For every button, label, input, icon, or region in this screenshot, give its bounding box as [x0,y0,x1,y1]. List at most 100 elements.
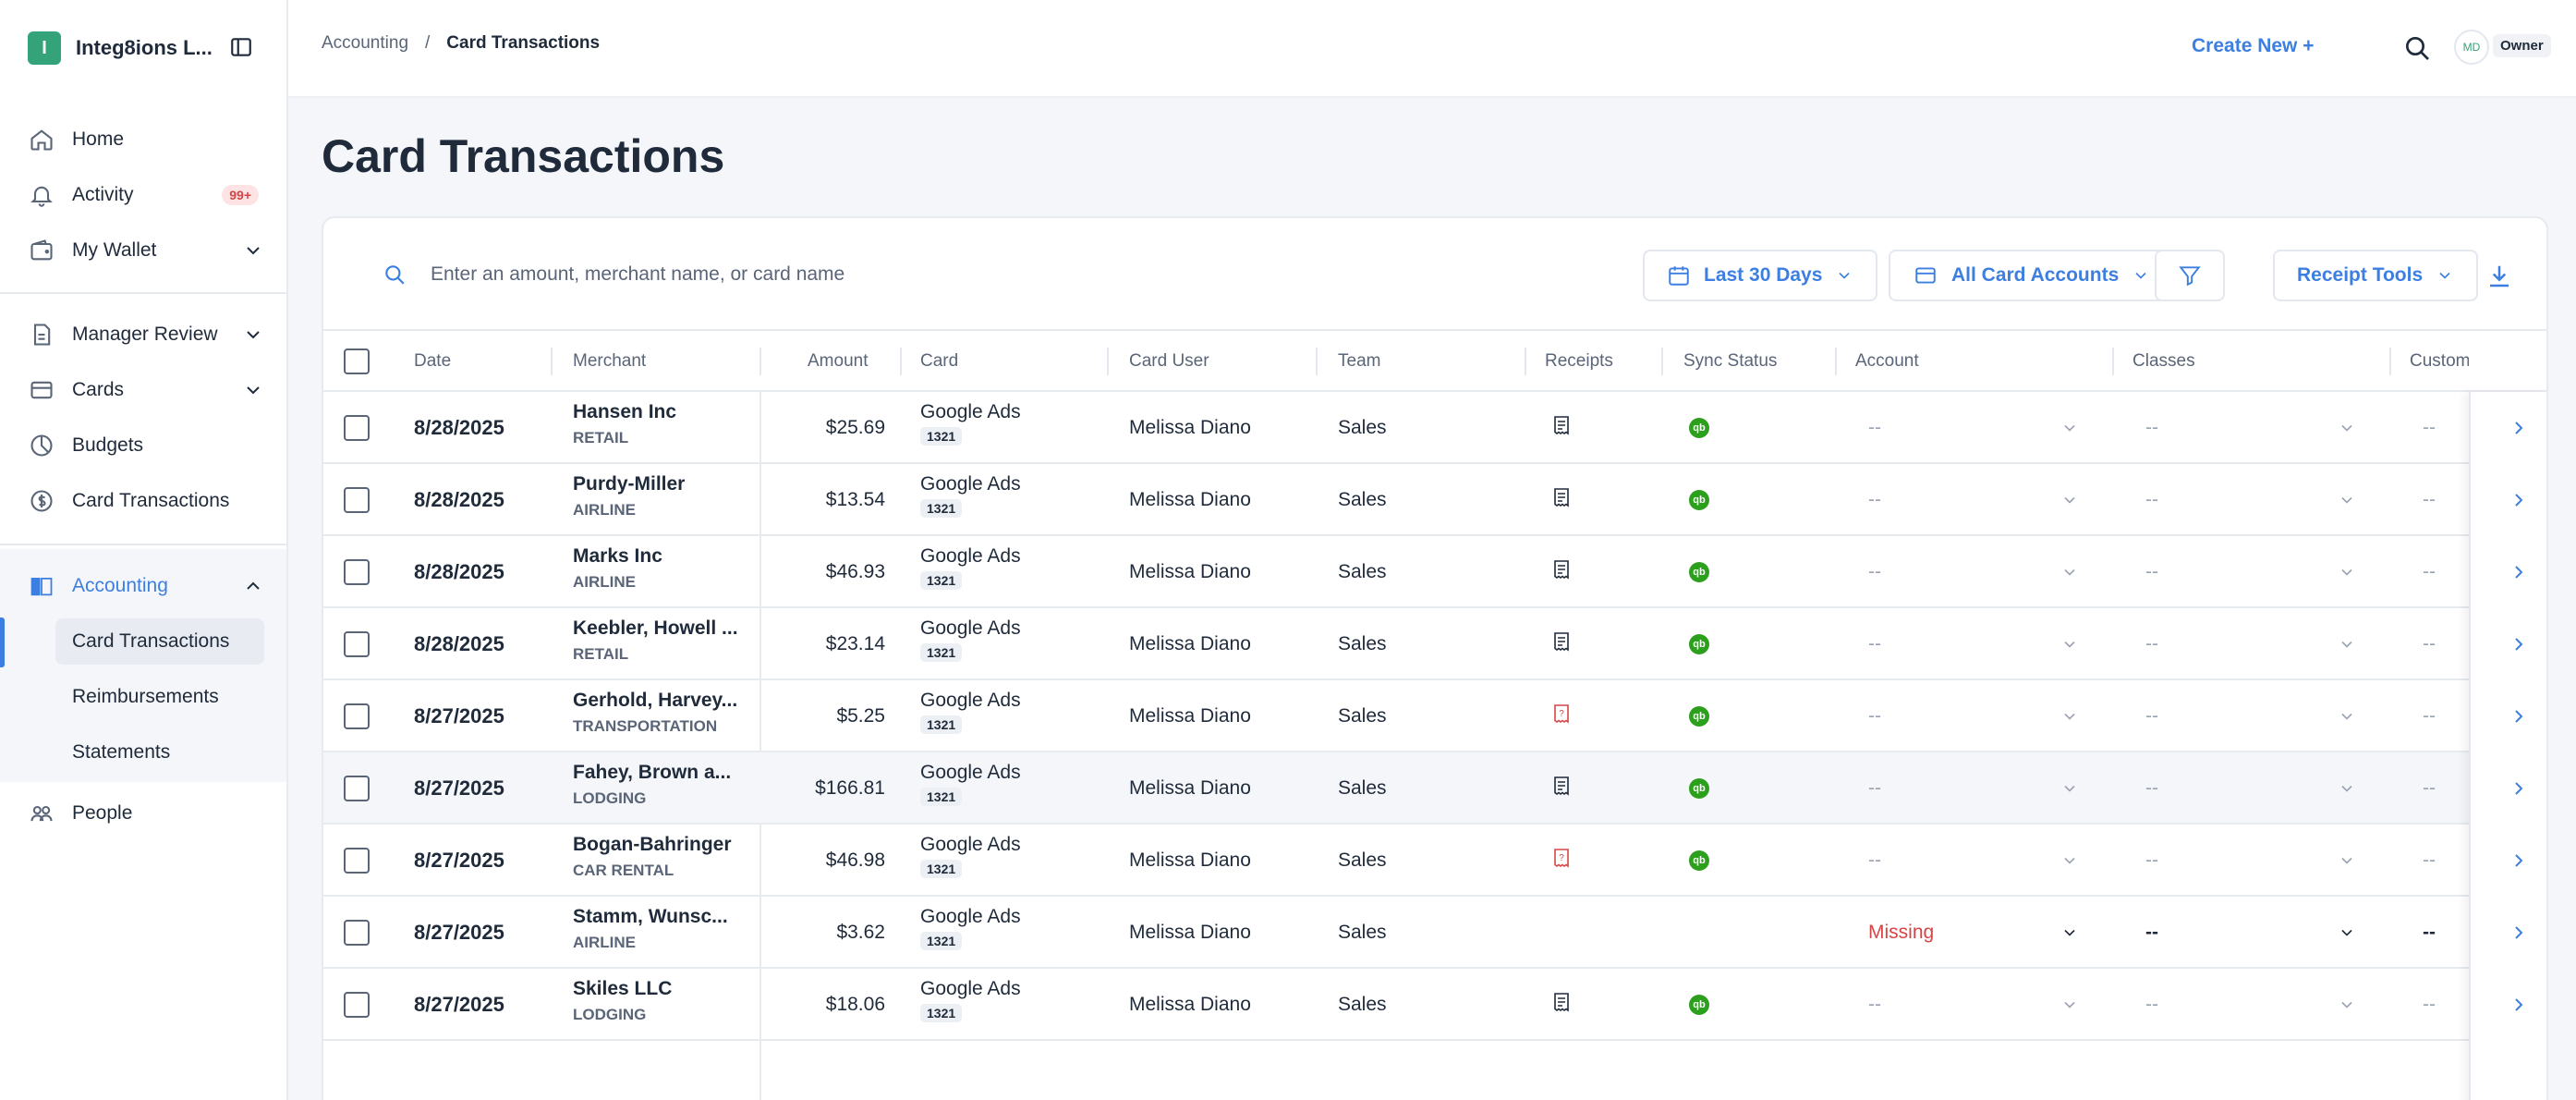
avatar[interactable]: MD [2454,30,2489,65]
sidebar-collapse-icon[interactable] [229,35,253,59]
row-custom-select[interactable]: -- [2423,849,2436,871]
table-row[interactable]: 8/28/2025 Purdy-Miller AIRLINE $13.54 Google… [323,464,2546,536]
row-account-select[interactable]: -- [1868,561,1881,582]
column-header-team[interactable]: Team [1338,351,1381,371]
date-range-filter[interactable]: Last 30 Days [1643,250,1878,301]
chevron-down-icon[interactable] [2060,752,2079,825]
chevron-down-icon[interactable] [2060,536,2079,608]
sidebar-item-my-wallet[interactable]: My Wallet [28,232,264,269]
column-header-date[interactable]: Date [414,351,452,371]
chevron-down-icon[interactable] [2338,969,2356,1041]
chevron-right-icon[interactable] [2508,417,2530,439]
chevron-right-icon[interactable] [2508,633,2530,655]
row-account-select[interactable]: -- [1868,705,1881,727]
row-account-select[interactable]: Missing [1868,922,1935,943]
missing-receipt-icon[interactable]: ? [1550,702,1573,731]
chevron-down-icon[interactable] [242,239,264,262]
search-input[interactable] [431,255,1262,294]
row-classes-select[interactable]: -- [2145,561,2158,582]
chevron-down-icon[interactable] [2338,825,2356,897]
row-checkbox[interactable] [344,703,370,729]
row-checkbox[interactable] [344,992,370,1018]
column-header-account[interactable]: Account [1855,351,1919,371]
download-icon[interactable] [2485,263,2513,290]
row-account-select[interactable]: -- [1868,417,1881,438]
select-all-checkbox[interactable] [344,348,370,374]
row-classes-select[interactable]: -- [2145,705,2158,727]
row-account-select[interactable]: -- [1868,633,1881,654]
sidebar-item-home[interactable]: Home [28,121,264,158]
row-checkbox[interactable] [344,776,370,801]
chevron-down-icon[interactable] [2338,680,2356,752]
sidebar-item-accounting[interactable]: Accounting [28,568,264,605]
sidebar-subitem-reimbursements[interactable]: Reimbursements [72,686,219,707]
column-header-sync-status[interactable]: Sync Status [1683,351,1778,371]
table-row[interactable]: 8/28/2025 Hansen Inc RETAIL $25.69 Google Ad… [323,392,2546,464]
org-switcher[interactable]: I Integ8ions L... [28,31,214,65]
column-header-card[interactable]: Card [920,351,959,371]
chevron-down-icon[interactable] [2060,897,2079,969]
row-checkbox[interactable] [344,848,370,874]
sidebar-item-people[interactable]: People [28,795,264,832]
chevron-down-icon[interactable] [2338,897,2356,969]
row-checkbox[interactable] [344,415,370,441]
chevron-right-icon[interactable] [2508,705,2530,727]
sidebar-item-cards[interactable]: Cards [28,372,264,409]
row-account-select[interactable]: -- [1868,994,1881,1015]
row-custom-select[interactable]: -- [2423,489,2436,510]
row-account-select[interactable]: -- [1868,489,1881,510]
table-row[interactable]: 8/28/2025 Marks Inc AIRLINE $46.93 Google Ad… [323,536,2546,608]
sidebar-item-manager-review[interactable]: Manager Review [28,316,264,353]
chevron-up-icon[interactable] [242,575,264,597]
chevron-down-icon[interactable] [2060,825,2079,897]
chevron-down-icon[interactable] [2060,969,2079,1041]
row-checkbox[interactable] [344,559,370,585]
chevron-down-icon[interactable] [242,324,264,346]
sidebar-subitem-statements[interactable]: Statements [72,741,171,763]
receipt-icon[interactable] [1550,990,1573,1020]
chevron-down-icon[interactable] [2338,392,2356,464]
chevron-down-icon[interactable] [2338,752,2356,825]
row-checkbox[interactable] [344,487,370,513]
receipt-icon[interactable] [1550,485,1573,515]
row-classes-select[interactable]: -- [2145,922,2158,943]
row-classes-select[interactable]: -- [2145,994,2158,1015]
row-account-select[interactable]: -- [1868,777,1881,799]
missing-receipt-icon[interactable]: ? [1550,846,1573,875]
row-custom-select[interactable]: -- [2423,777,2436,799]
row-custom-select[interactable]: -- [2423,561,2436,582]
table-row[interactable]: 8/27/2025 Bogan-Bahringer CAR RENTAL $46.98… [323,825,2546,897]
table-row[interactable]: 8/27/2025 Fahey, Brown a... LODGING $166.81… [323,752,2546,825]
chevron-right-icon[interactable] [2508,922,2530,944]
create-new-button[interactable]: Create New + [2192,35,2315,56]
column-header-custom[interactable]: Custom [2410,351,2469,371]
chevron-right-icon[interactable] [2508,849,2530,872]
row-classes-select[interactable]: -- [2145,849,2158,871]
row-classes-select[interactable]: -- [2145,633,2158,654]
chevron-down-icon[interactable] [2060,464,2079,536]
column-header-card-user[interactable]: Card User [1129,351,1209,371]
receipt-icon[interactable] [1550,413,1573,443]
row-account-select[interactable]: -- [1868,849,1881,871]
table-row[interactable]: 8/27/2025 Skiles LLC LODGING $18.06 Google A… [323,969,2546,1041]
row-checkbox[interactable] [344,631,370,657]
table-row[interactable]: 8/27/2025 Gerhold, Harvey... TRANSPORTATIO… [323,680,2546,752]
chevron-right-icon[interactable] [2508,777,2530,800]
row-custom-select[interactable]: -- [2423,922,2436,943]
column-header-amount[interactable]: Amount [808,351,869,371]
row-custom-select[interactable]: -- [2423,705,2436,727]
column-header-receipts[interactable]: Receipts [1545,351,1613,371]
card-accounts-filter[interactable]: All Card Accounts [1889,250,2175,301]
sidebar-item-budgets[interactable]: Budgets [28,427,264,464]
chevron-down-icon[interactable] [2060,392,2079,464]
receipt-icon[interactable] [1550,774,1573,803]
search-icon[interactable] [2402,33,2432,63]
row-custom-select[interactable]: -- [2423,994,2436,1015]
chevron-down-icon[interactable] [242,379,264,401]
column-header-classes[interactable]: Classes [2132,351,2195,371]
chevron-right-icon[interactable] [2508,994,2530,1016]
filter-button[interactable] [2155,250,2225,301]
chevron-right-icon[interactable] [2508,489,2530,511]
column-header-merchant[interactable]: Merchant [573,351,647,371]
chevron-down-icon[interactable] [2060,608,2079,680]
